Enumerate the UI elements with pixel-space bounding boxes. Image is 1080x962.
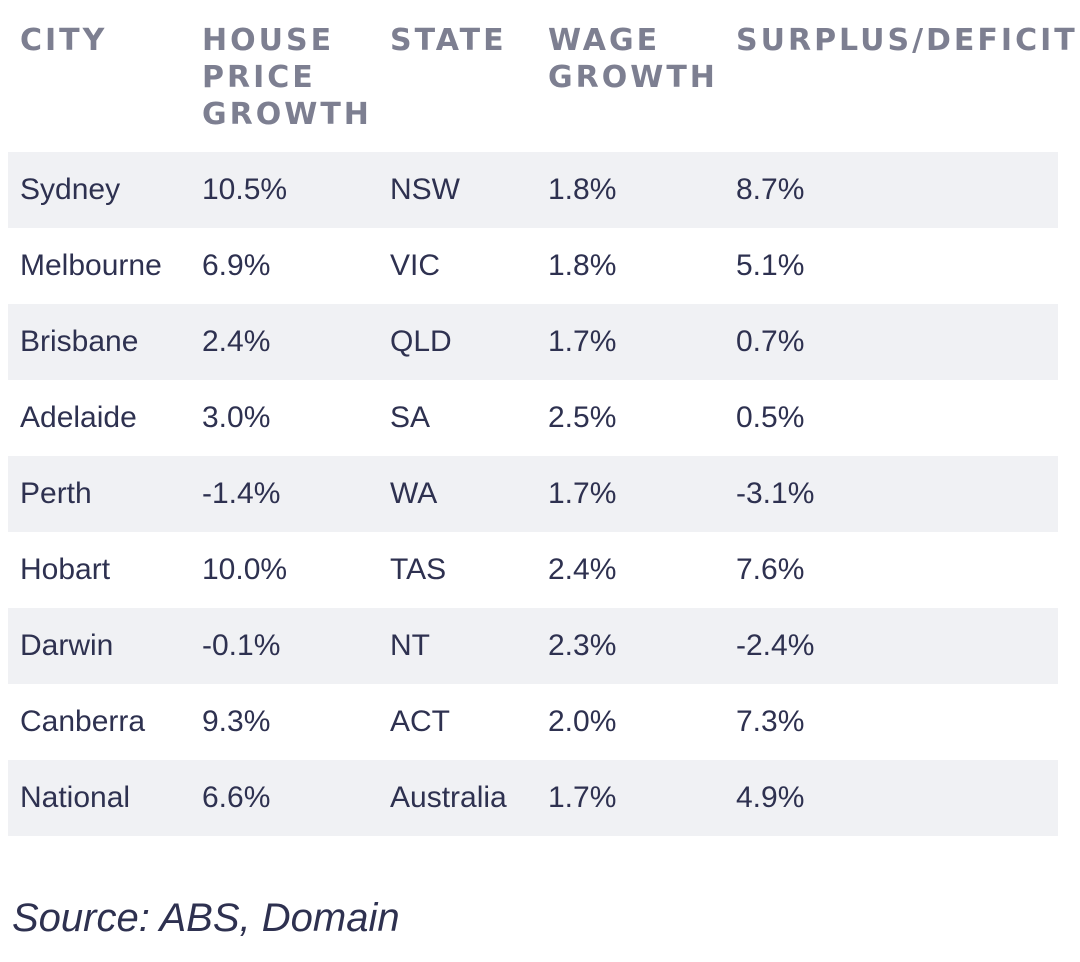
cell-city: Adelaide <box>20 401 137 434</box>
header-city: CITY <box>20 23 108 58</box>
table-row: Adelaide 3.0% SA 2.5% 0.5% <box>8 380 1058 456</box>
cell-surplus-deficit: 0.5% <box>736 401 805 434</box>
table-row: Darwin -0.1% NT 2.3% -2.4% <box>8 608 1058 684</box>
cell-wage-growth: 1.7% <box>548 325 617 358</box>
cell-city: National <box>20 781 131 814</box>
cell-state: NSW <box>390 173 460 206</box>
table-row: Brisbane 2.4% QLD 1.7% 0.7% <box>8 304 1058 380</box>
cell-house-price-growth: 6.6% <box>202 781 271 814</box>
cell-house-price-growth: 3.0% <box>202 401 271 434</box>
header-wage-growth: WAGE GROWTH <box>548 23 718 95</box>
header-surplus-deficit: SURPLUS/DEFICIT <box>736 23 1078 58</box>
cell-surplus-deficit: -3.1% <box>736 477 815 510</box>
cell-city: Hobart <box>20 553 111 586</box>
cell-state: QLD <box>390 325 452 358</box>
header-house-price-growth: HOUSE PRICE GROWTH <box>202 23 372 132</box>
cell-house-price-growth: 6.9% <box>202 249 271 282</box>
cell-house-price-growth: 2.4% <box>202 325 271 358</box>
cell-surplus-deficit: 8.7% <box>736 173 805 206</box>
cell-wage-growth: 2.3% <box>548 629 617 662</box>
cell-wage-growth: 1.8% <box>548 249 617 282</box>
cell-wage-growth: 1.8% <box>548 173 617 206</box>
cell-surplus-deficit: 4.9% <box>736 781 805 814</box>
cell-wage-growth: 2.5% <box>548 401 617 434</box>
cell-wage-growth: 1.7% <box>548 477 617 510</box>
cell-surplus-deficit: 7.6% <box>736 553 805 586</box>
table-row: Hobart 10.0% TAS 2.4% 7.6% <box>8 532 1058 608</box>
table-row: Canberra 9.3% ACT 2.0% 7.3% <box>8 684 1058 760</box>
cell-house-price-growth: 10.5% <box>202 173 288 206</box>
header-state: STATE <box>390 23 507 58</box>
cell-wage-growth: 2.0% <box>548 705 617 738</box>
table-row: Sydney 10.5% NSW 1.8% 8.7% <box>8 152 1058 228</box>
cell-city: Canberra <box>20 705 146 738</box>
table-header: CITY HOUSE PRICE GROWTH STATE WAGE GROWT… <box>8 22 1078 152</box>
cell-state: VIC <box>390 249 441 282</box>
cell-state: NT <box>390 629 430 662</box>
cell-state: TAS <box>390 553 447 586</box>
cell-surplus-deficit: 5.1% <box>736 249 805 282</box>
source-caption: Source: ABS, Domain <box>12 896 400 940</box>
table-row: National 6.6% Australia 1.7% 4.9% <box>8 760 1058 836</box>
cell-house-price-growth: -1.4% <box>202 477 281 510</box>
cell-state: Australia <box>390 781 507 814</box>
cell-surplus-deficit: -2.4% <box>736 629 815 662</box>
cell-city: Sydney <box>20 173 121 206</box>
cell-surplus-deficit: 0.7% <box>736 325 805 358</box>
cell-house-price-growth: 9.3% <box>202 705 271 738</box>
data-table: CITY HOUSE PRICE GROWTH STATE WAGE GROWT… <box>8 22 1078 836</box>
cell-house-price-growth: 10.0% <box>202 553 288 586</box>
cell-wage-growth: 1.7% <box>548 781 617 814</box>
table-row: Melbourne 6.9% VIC 1.8% 5.1% <box>8 228 1058 304</box>
cell-state: SA <box>390 401 431 434</box>
cell-city: Melbourne <box>20 249 162 282</box>
cell-city: Darwin <box>20 629 114 662</box>
table-row: Perth -1.4% WA 1.7% -3.1% <box>8 456 1058 532</box>
cell-city: Brisbane <box>20 325 139 358</box>
cell-state: WA <box>390 477 438 510</box>
cell-house-price-growth: -0.1% <box>202 629 281 662</box>
cell-state: ACT <box>390 705 450 738</box>
cell-wage-growth: 2.4% <box>548 553 617 586</box>
cell-surplus-deficit: 7.3% <box>736 705 805 738</box>
cell-city: Perth <box>20 477 92 510</box>
